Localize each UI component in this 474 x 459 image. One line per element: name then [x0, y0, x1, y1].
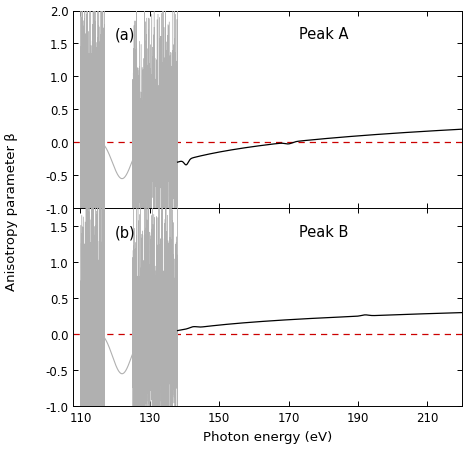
Text: Anisotropy parameter β: Anisotropy parameter β	[5, 132, 18, 291]
Text: (b): (b)	[114, 224, 135, 240]
X-axis label: Photon energy (eV): Photon energy (eV)	[203, 430, 332, 442]
Text: (a): (a)	[114, 27, 135, 42]
Text: Peak B: Peak B	[299, 224, 348, 240]
Text: Peak A: Peak A	[299, 27, 348, 42]
